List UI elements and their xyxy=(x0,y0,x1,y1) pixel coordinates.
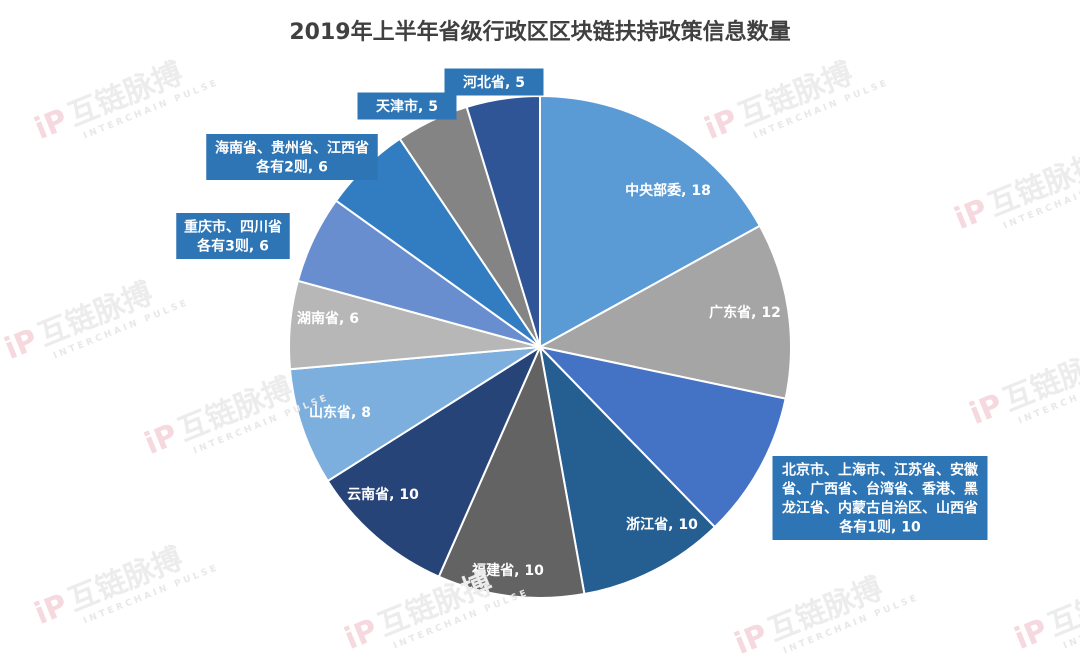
slice-data-label: 湖南省, 6 xyxy=(297,310,359,327)
pie-slice xyxy=(538,343,717,596)
pie-slice xyxy=(539,94,762,349)
label-box xyxy=(206,134,378,180)
slice-label-text: 龙江省、内蒙古自治区、山西省 xyxy=(781,500,978,517)
label-box xyxy=(357,92,457,120)
slice-label-text: 重庆市、四川省 xyxy=(184,219,282,236)
slice-label-text: 河北省, 5 xyxy=(463,74,525,91)
pie-slice xyxy=(537,345,787,529)
slice-data-label: 河北省, 5 xyxy=(444,68,544,96)
slice-label-text: 山东省, 8 xyxy=(309,404,371,421)
chart-title: 2019年上半年省级行政区区块链扶持政策信息数量 xyxy=(289,20,791,45)
slice-label-text: 各有1则, 10 xyxy=(838,519,921,536)
slice-label-text: 福建省, 10 xyxy=(471,562,544,579)
slice-label-text: 天津市, 5 xyxy=(376,98,438,115)
slice-data-label: 中央部委, 18 xyxy=(625,182,711,199)
pie-slice xyxy=(465,94,541,348)
label-box xyxy=(772,456,988,540)
slice-label-text: 海南省、贵州省、江西省 xyxy=(215,140,369,157)
slice-data-label: 广东省, 12 xyxy=(709,304,781,321)
label-box xyxy=(444,68,544,96)
slice-label-text: 中央部委, 18 xyxy=(625,182,711,199)
slice-data-label: 福建省, 10 xyxy=(471,562,544,579)
pie-slice xyxy=(326,344,543,579)
label-box xyxy=(176,213,290,259)
slice-label-text: 省、广西省、台湾省、香港、黑 xyxy=(781,481,978,498)
slice-data-label: 天津市, 5 xyxy=(357,92,457,120)
slice-label-text: 云南省, 10 xyxy=(347,486,419,503)
slice-data-label: 山东省, 8 xyxy=(309,404,371,421)
slice-label-text: 各有2则, 6 xyxy=(255,159,328,176)
slice-label-text: 浙江省, 10 xyxy=(626,516,698,533)
slice-data-label: 云南省, 10 xyxy=(347,486,419,503)
slice-data-label: 北京市、上海市、江苏省、安徽省、广西省、台湾省、香港、黑龙江省、内蒙古自治区、山… xyxy=(772,456,988,540)
slice-data-label: 浙江省, 10 xyxy=(626,516,698,533)
pie-slice xyxy=(537,224,792,400)
slice-label-text: 湖南省, 6 xyxy=(297,310,359,327)
slice-label-text: 北京市、上海市、江苏省、安徽 xyxy=(782,462,979,479)
pie-chart: 中央部委, 18 广东省, 12 北京市、上海市、江苏省、安徽省、广西省、台湾省、香… xyxy=(176,68,988,599)
pie-slice xyxy=(437,343,586,599)
slice-label-text: 各有3则, 6 xyxy=(196,238,269,255)
pie-slice xyxy=(288,346,541,483)
slice-label-text: 广东省, 12 xyxy=(709,304,781,321)
